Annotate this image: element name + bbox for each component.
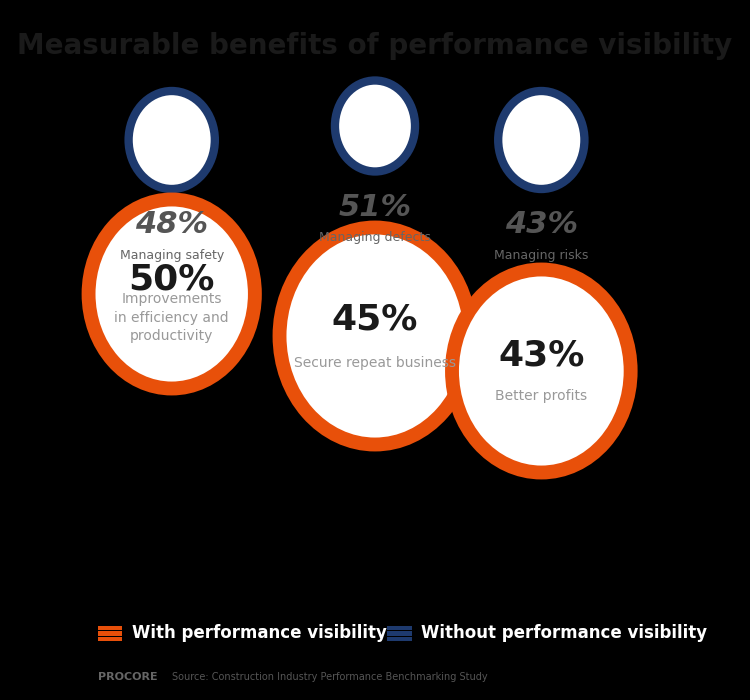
Circle shape [128, 91, 214, 189]
Text: Managing risks: Managing risks [494, 248, 589, 262]
Text: Managing safety: Managing safety [119, 248, 224, 262]
Text: Without performance visibility: Without performance visibility [422, 624, 707, 643]
Text: Secure repeat business: Secure repeat business [294, 356, 456, 370]
Circle shape [452, 270, 631, 472]
Text: Better profits: Better profits [495, 389, 587, 403]
Circle shape [335, 80, 415, 172]
FancyBboxPatch shape [387, 631, 412, 636]
Text: Source: Construction Industry Performance Benchmarking Study: Source: Construction Industry Performanc… [172, 673, 488, 682]
Circle shape [498, 91, 584, 189]
FancyBboxPatch shape [98, 626, 122, 630]
Text: Managing defects: Managing defects [319, 231, 431, 244]
Text: 45%: 45% [332, 302, 419, 337]
Text: 50%: 50% [128, 262, 215, 297]
Circle shape [88, 199, 255, 388]
Text: 48%: 48% [135, 210, 209, 239]
Text: 51%: 51% [338, 193, 412, 221]
Text: 43%: 43% [498, 339, 584, 373]
Circle shape [280, 228, 470, 444]
FancyBboxPatch shape [387, 637, 412, 641]
FancyBboxPatch shape [387, 626, 412, 630]
Text: PROCORE: PROCORE [98, 673, 158, 682]
FancyBboxPatch shape [98, 637, 122, 641]
FancyBboxPatch shape [98, 631, 122, 636]
Text: Measurable benefits of performance visibility: Measurable benefits of performance visib… [17, 32, 733, 60]
Text: Improvements
in efficiency and
productivity: Improvements in efficiency and productiv… [115, 292, 229, 343]
Text: With performance visibility: With performance visibility [132, 624, 386, 643]
Text: 43%: 43% [505, 210, 578, 239]
